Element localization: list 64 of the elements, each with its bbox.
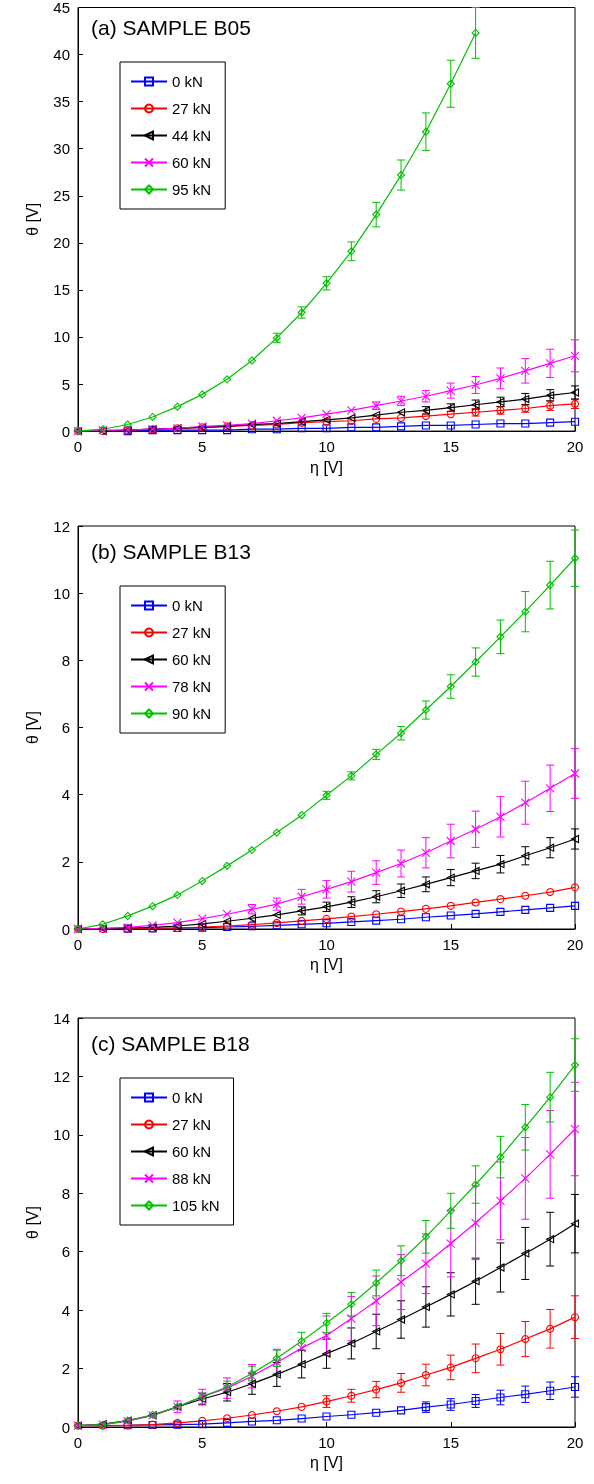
x-tick-label: 5 [198,936,207,953]
legend-label: 78 kN [172,678,212,695]
y-tick-label: 6 [61,1243,70,1261]
y-tick-label: 2 [61,1360,70,1378]
chart-title: (a) SAMPLE B05 [91,16,251,39]
y-tick-label: 40 [53,46,70,64]
legend-label: 27 kN [172,624,212,641]
legend-label: 60 kN [172,651,212,668]
legend-label: 60 kN [172,154,212,171]
x-tick-label: 15 [442,438,460,456]
x-tick-label: 5 [198,1434,207,1451]
y-tick-label: 12 [53,517,70,535]
y-tick-label: 4 [61,1301,70,1319]
x-tick-label: 0 [73,438,83,456]
text: (c) SAMPLE B18 [91,1032,250,1055]
y-tick-label: 2 [61,853,70,871]
x-tick-label: 15 [442,1434,460,1451]
legend-label: 27 kN [172,1116,212,1133]
y-tick-label: 35 [53,93,70,111]
x-tick-label: 10 [318,438,335,456]
y-tick-label: 6 [61,719,70,736]
x-tick-label: 20 [566,438,584,456]
legend-label: 44 kN [172,127,212,144]
y-tick-label: 10 [53,1126,70,1144]
y-tick-label: 0 [61,422,70,440]
x-axis-title: η [V] [310,458,343,476]
x-tick-label: 15 [442,936,460,953]
x-tick-label: 20 [566,1434,584,1451]
y-tick-label: 30 [53,140,70,158]
legend-label: 105 kN [172,1197,220,1214]
text: (b) SAMPLE B13 [91,540,251,563]
x-tick-label: 10 [318,936,335,953]
y-tick-label: 0 [61,920,70,938]
legend-label: 60 kN [172,1143,212,1160]
x-tick-label: 10 [318,1434,335,1451]
legend-label: 0 kN [172,73,203,90]
y-tick-label: 4 [61,786,70,804]
y-tick-label: 45 [53,0,70,16]
y-tick-label: 0 [61,1418,70,1436]
y-tick-label: 5 [61,375,70,393]
x-axis-title: η [V] [310,956,343,974]
legend-label: 88 kN [172,1170,212,1187]
legend-label: 0 kN [172,597,203,614]
x-tick-label: 5 [198,438,207,456]
legend-label: 0 kN [172,1089,203,1106]
x-axis-title: η [V] [310,1454,343,1472]
legend-label: 90 kN [172,705,212,722]
y-tick-label: 25 [53,187,70,205]
y-tick-label: 8 [61,1184,70,1202]
y-axis-title: θ [V] [23,1206,41,1239]
x-tick-label: 20 [566,936,584,953]
legend-label: 27 kN [172,100,212,117]
y-tick-label: 14 [53,1009,70,1027]
y-tick-label: 8 [61,651,70,669]
legend-label: 95 kN [172,181,212,198]
y-tick-label: 20 [53,234,70,252]
x-tick-label: 0 [73,1434,83,1451]
y-axis-title: θ [V] [23,711,41,744]
y-tick-label: 12 [53,1067,70,1085]
y-tick-label: 10 [53,328,70,346]
y-axis-title: θ [V] [23,202,41,236]
y-tick-label: 15 [53,281,70,299]
x-tick-label: 0 [73,936,83,953]
y-tick-label: 10 [53,584,70,602]
